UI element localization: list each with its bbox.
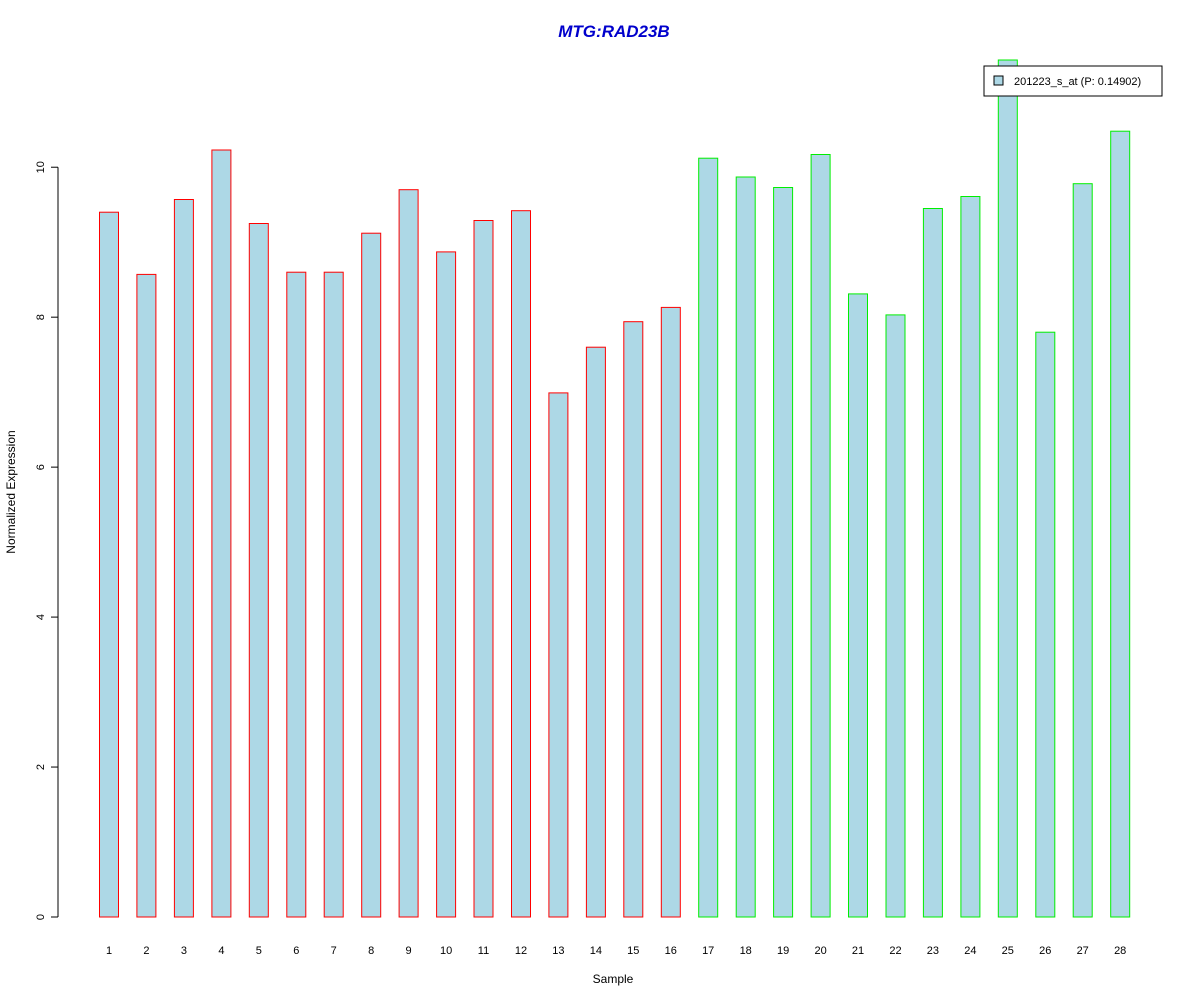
x-tick-label: 7	[331, 945, 337, 957]
bar-sample-9	[398, 189, 419, 918]
x-tick-label: 12	[515, 945, 527, 957]
x-tick-label: 18	[740, 945, 752, 957]
x-tick-label: 16	[665, 945, 677, 957]
bar-sample-18	[735, 176, 756, 918]
bar-sample-23	[922, 208, 943, 918]
bar-sample-14	[585, 346, 606, 918]
x-tick-label: 21	[852, 945, 864, 957]
bar-sample-28	[1110, 130, 1131, 918]
x-tick-label: 13	[552, 945, 564, 957]
legend: 201223_s_at (P: 0.14902)	[983, 65, 1163, 97]
bar-sample-24	[960, 196, 981, 918]
y-tick-label: 8	[35, 314, 47, 320]
bar-sample-20	[810, 154, 831, 918]
bar-sample-2	[136, 273, 157, 918]
bars-group	[99, 59, 1131, 918]
y-tick-label: 6	[35, 464, 47, 470]
x-tick-label: 1	[106, 945, 112, 957]
bar-sample-12	[511, 210, 531, 918]
y-axis-title: Normalized Expression	[4, 430, 18, 553]
x-tick-label: 3	[181, 945, 187, 957]
x-tick-label: 24	[964, 945, 976, 957]
y-tick-label: 0	[35, 914, 47, 920]
bar-sample-5	[248, 223, 269, 918]
x-tick-label: 10	[440, 945, 452, 957]
bar-sample-22	[885, 314, 906, 918]
chart-title: MTG:RAD23B	[558, 22, 669, 41]
bar-sample-10	[436, 251, 457, 918]
bar-sample-17	[698, 157, 719, 918]
bar-sample-15	[623, 321, 644, 918]
legend-label: 201223_s_at (P: 0.14902)	[1014, 76, 1141, 88]
x-tick-label: 20	[814, 945, 826, 957]
bar-sample-6	[286, 271, 307, 918]
x-tick-label: 17	[702, 945, 714, 957]
x-tick-label: 4	[218, 945, 224, 957]
y-tick-label: 2	[35, 764, 47, 770]
bar-sample-21	[848, 293, 868, 918]
bar-sample-11	[473, 220, 494, 918]
x-tick-label: 2	[143, 945, 149, 957]
bar-sample-13	[548, 392, 569, 918]
x-tick-label: 22	[889, 945, 901, 957]
x-tick-labels: 1 2 3 4 5 6 7 8 9 10 11 12 13 14 15 16 17 18 19 20 21 22 23 24 2…	[106, 945, 1126, 957]
legend-box	[983, 65, 1163, 97]
legend-swatch	[993, 75, 1004, 86]
x-tick-label: 23	[927, 945, 939, 957]
x-tick-label: 26	[1039, 945, 1051, 957]
bar-sample-3	[173, 199, 194, 918]
bar-sample-7	[323, 271, 344, 918]
bar-sample-27	[1072, 183, 1093, 918]
x-tick-label: 25	[1002, 945, 1014, 957]
x-tick-label: 27	[1077, 945, 1089, 957]
bar-sample-8	[361, 232, 382, 918]
x-axis-title: Sample	[593, 972, 634, 986]
x-tick-label: 14	[590, 945, 602, 957]
x-tick-label: 6	[293, 945, 299, 957]
y-tick-label: 10	[35, 161, 47, 173]
bar-sample-16	[660, 306, 681, 918]
bar-sample-4	[211, 149, 232, 918]
x-tick-label: 11	[478, 945, 489, 957]
y-tick-label: 4	[35, 614, 47, 620]
x-tick-label: 28	[1114, 945, 1126, 957]
x-tick-label: 15	[627, 945, 639, 957]
y-axis: 0 2 4 6 8 10	[35, 161, 59, 920]
bar-sample-19	[773, 187, 794, 918]
x-tick-label: 5	[256, 945, 262, 957]
bar-sample-26	[1035, 331, 1056, 918]
bar-sample-25	[997, 59, 1018, 918]
bar-sample-1	[99, 211, 119, 918]
x-tick-label: 8	[368, 945, 374, 957]
x-tick-label: 9	[406, 945, 412, 957]
x-tick-label: 19	[777, 945, 789, 957]
